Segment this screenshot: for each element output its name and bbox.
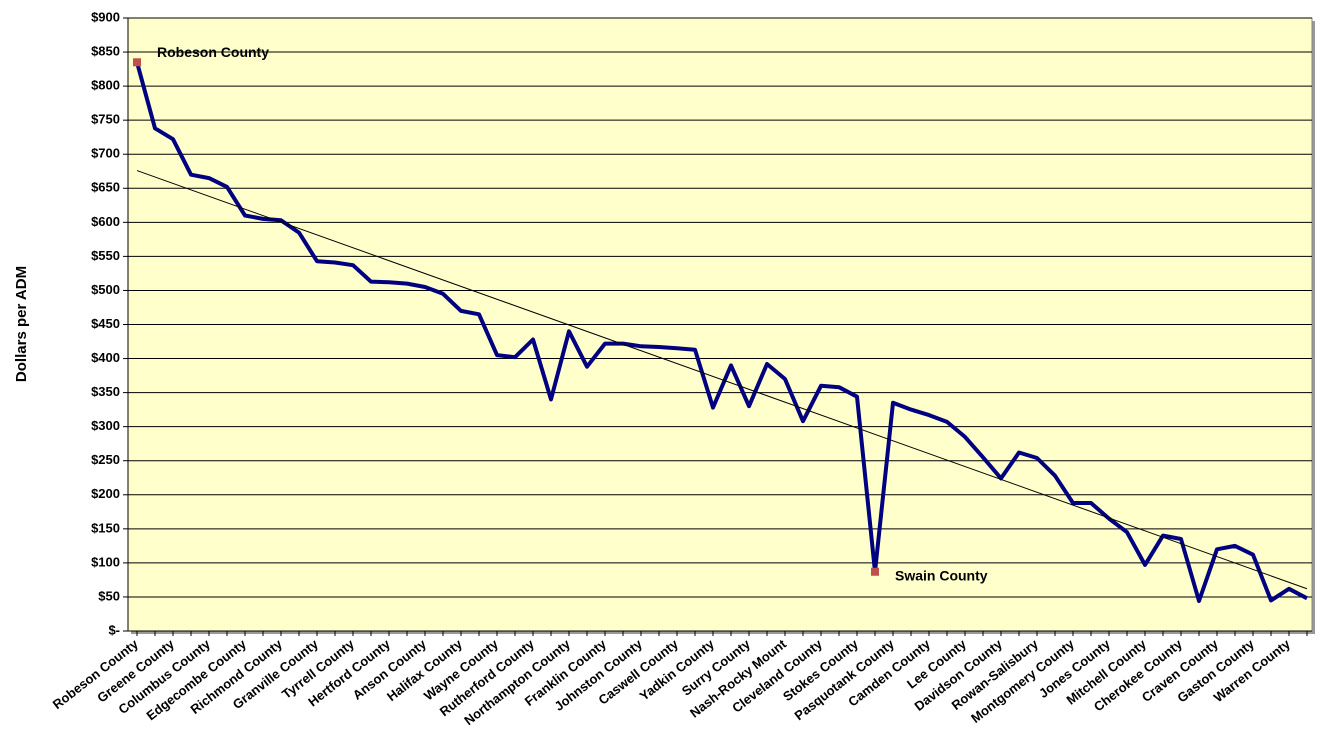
y-tick-label: $-: [108, 622, 120, 637]
y-tick-label: $800: [91, 78, 120, 93]
y-tick-label: $350: [91, 384, 120, 399]
y-tick-label: $400: [91, 350, 120, 365]
y-tick-label: $300: [91, 418, 120, 433]
annotation-marker: [871, 567, 879, 576]
y-tick-label: $150: [91, 520, 120, 535]
annotation-marker: [133, 58, 141, 67]
data-line: [135, 61, 1308, 603]
y-tick-label: $550: [91, 248, 120, 263]
trendline: [136, 170, 1308, 590]
y-tick-label: $50: [98, 588, 120, 603]
y-tick-label: $450: [91, 316, 120, 331]
y-tick-label: $600: [91, 214, 120, 229]
y-tick-label: $900: [91, 9, 120, 24]
y-tick-label: $750: [91, 112, 120, 127]
y-tick-label: $700: [91, 146, 120, 161]
y-axis-label: Dollars per ADM: [13, 266, 30, 382]
annotation: Swain County: [895, 567, 988, 583]
y-tick-label: $100: [91, 554, 120, 569]
y-tick-label: $500: [91, 282, 120, 297]
y-tick-label: $250: [91, 452, 120, 467]
annotation: Robeson County: [157, 44, 269, 60]
y-tick-label: $200: [91, 486, 120, 501]
y-tick-label: $650: [91, 180, 120, 195]
y-tick-label: $850: [91, 43, 120, 58]
